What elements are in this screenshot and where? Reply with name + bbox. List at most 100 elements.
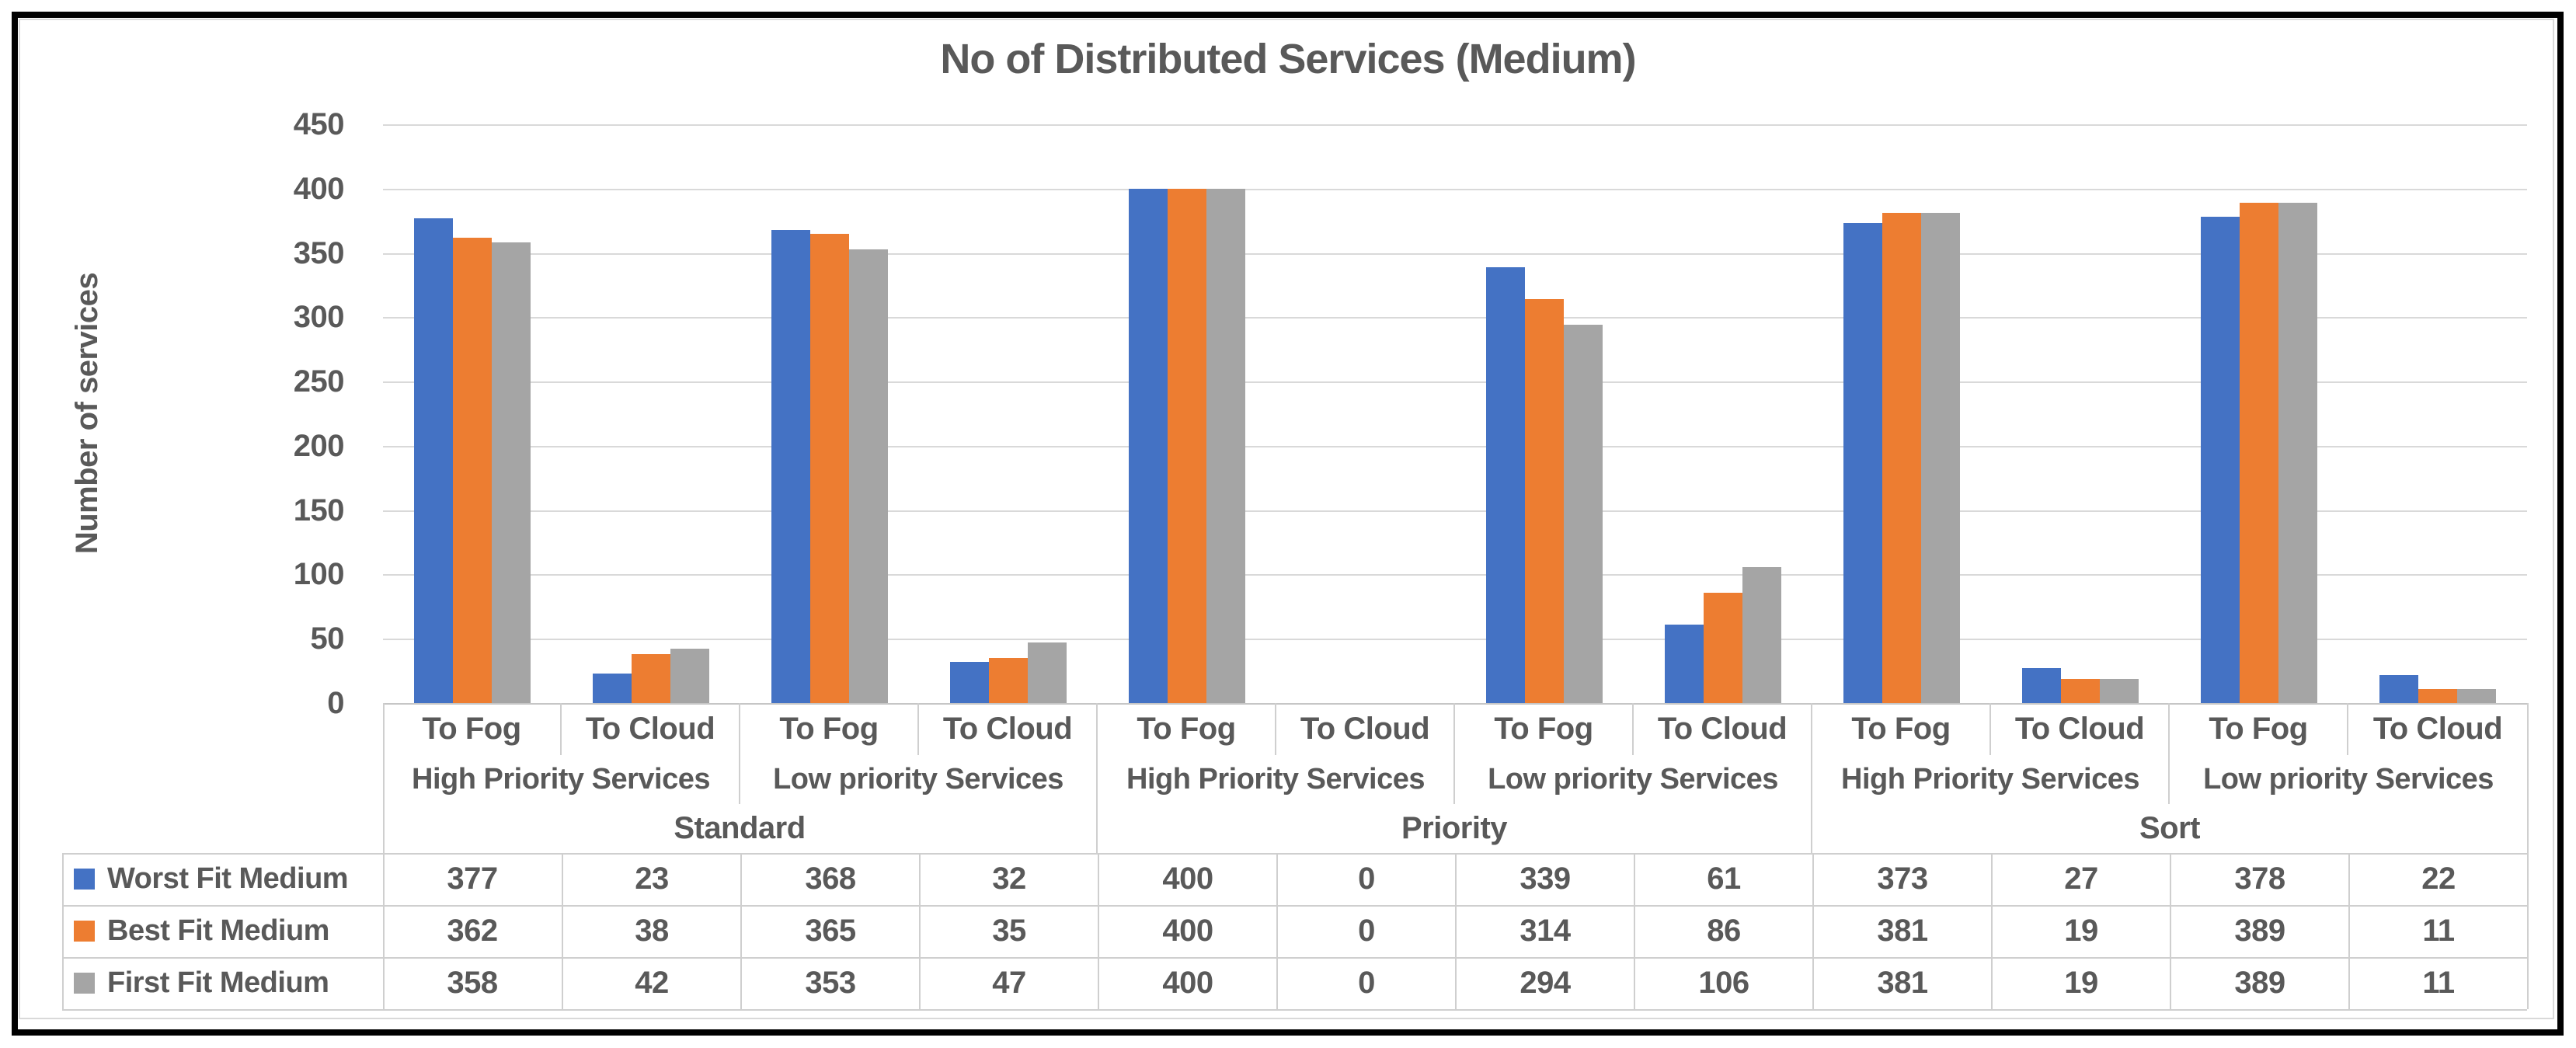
bar-best-fit-medium [1168,189,1206,703]
y-tick-label: 350 [293,236,345,270]
table-border-line [62,905,2527,907]
bar-worst-fit-medium [2379,675,2418,703]
table-value-cell: 0 [1276,957,1455,1009]
bar-best-fit-medium [632,654,670,703]
table-value-cell: 314 [1455,905,1634,957]
category-label-level1: To Fog [740,703,919,755]
table-value-cell: 381 [1812,957,1991,1009]
category-label-level2: High Priority Services [1812,755,2170,804]
bar-worst-fit-medium [950,662,989,703]
table-value-cell: 38 [562,905,740,957]
bar-worst-fit-medium [1129,189,1168,703]
category-label-level1: To Fog [2170,703,2348,755]
category-label-level1: To Fog [1455,703,1634,755]
table-value-cell: 19 [1991,905,2170,957]
category-label-level3: Sort [2139,811,2201,845]
gridline [383,189,2527,190]
legend-series-name: Worst Fit Medium [107,862,349,895]
outer-frame [12,12,2564,1036]
table-value-cell: 389 [2170,957,2348,1009]
table-border-line [2527,703,2529,1009]
legend-swatch [74,921,95,942]
table-value-cell: 35 [919,905,1098,957]
bar-best-fit-medium [1882,213,1921,703]
bar-worst-fit-medium [1843,223,1882,703]
table-value-cell: 389 [2170,905,2348,957]
bar-first-fit-medium [1742,567,1781,703]
bar-best-fit-medium [2061,679,2100,703]
table-value-cell: 22 [2348,853,2527,905]
gridline [383,639,2527,640]
bar-first-fit-medium [2100,679,2139,703]
bar-worst-fit-medium [771,230,810,703]
category-label-level2: High Priority Services [383,755,740,804]
category-label-level2: Low priority Services [1455,755,1812,804]
category-label-level1: To Cloud [919,703,1098,755]
bar-first-fit-medium [2457,689,2496,703]
table-border-line [62,853,64,1009]
gridline [383,510,2527,512]
category-label-level2: Low priority Services [740,755,1098,804]
bar-best-fit-medium [2418,689,2457,703]
legend-item: Best Fit Medium [62,905,383,957]
gridline [383,574,2527,576]
table-border-line [383,703,385,1009]
legend-item: Worst Fit Medium [62,853,383,905]
legend-swatch [74,869,95,890]
gridline [383,124,2527,126]
gridline [383,317,2527,319]
table-border-line [62,853,2527,855]
table-value-cell: 32 [919,853,1098,905]
table-value-cell: 368 [740,853,919,905]
table-value-cell: 0 [1276,905,1455,957]
bar-first-fit-medium [670,649,709,703]
table-value-cell: 294 [1455,957,1634,1009]
table-border-line [62,957,2527,959]
bar-best-fit-medium [453,238,492,703]
table-value-cell: 0 [1276,853,1455,905]
bar-best-fit-medium [1704,593,1742,703]
table-value-cell: 11 [2348,957,2527,1009]
bar-best-fit-medium [1525,299,1564,703]
bar-worst-fit-medium [1486,267,1525,703]
y-tick-label: 0 [327,686,344,720]
category-label-level1: To Cloud [2372,712,2503,746]
table-value-cell: 353 [740,957,919,1009]
category-label-level1: To Cloud [1991,703,2170,755]
bar-first-fit-medium [849,249,888,703]
legend-series-name: First Fit Medium [107,966,329,999]
category-label-level3: Standard [383,804,1098,853]
table-value-cell: 381 [1812,905,1991,957]
bar-best-fit-medium [989,658,1028,703]
category-label-level1: To Cloud [1276,703,1455,755]
table-border-line [62,1009,2527,1011]
table-value-cell: 373 [1812,853,1991,905]
table-value-cell: 86 [1634,905,1812,957]
table-value-cell: 378 [2170,853,2348,905]
y-tick-label: 100 [293,557,345,591]
y-tick-label: 50 [310,621,345,656]
table-value-cell: 11 [2348,905,2527,957]
category-label-level3: Priority [1098,804,1812,853]
gridline [383,446,2527,447]
gridline [383,253,2527,255]
bar-worst-fit-medium [1665,625,1704,703]
y-tick-label: 400 [293,172,345,206]
table-value-cell: 377 [447,862,498,896]
y-tick-label: 300 [293,300,345,334]
legend-item: First Fit Medium [62,957,383,1009]
table-value-cell: 339 [1455,853,1634,905]
legend-swatch [74,973,95,994]
bar-first-fit-medium [1028,642,1067,703]
bar-best-fit-medium [2240,203,2278,703]
x-axis-line [383,703,2527,705]
bar-worst-fit-medium [414,218,453,703]
category-label-level1: To Cloud [1634,703,1812,755]
bar-first-fit-medium [2278,203,2317,703]
y-tick-label: 250 [293,364,345,399]
bar-worst-fit-medium [2201,217,2240,703]
table-value-cell: 106 [1634,957,1812,1009]
category-label-level1: To Fog [1098,703,1276,755]
y-axis-title: Number of services [70,272,104,555]
category-label-level1: To Fog [383,703,562,755]
